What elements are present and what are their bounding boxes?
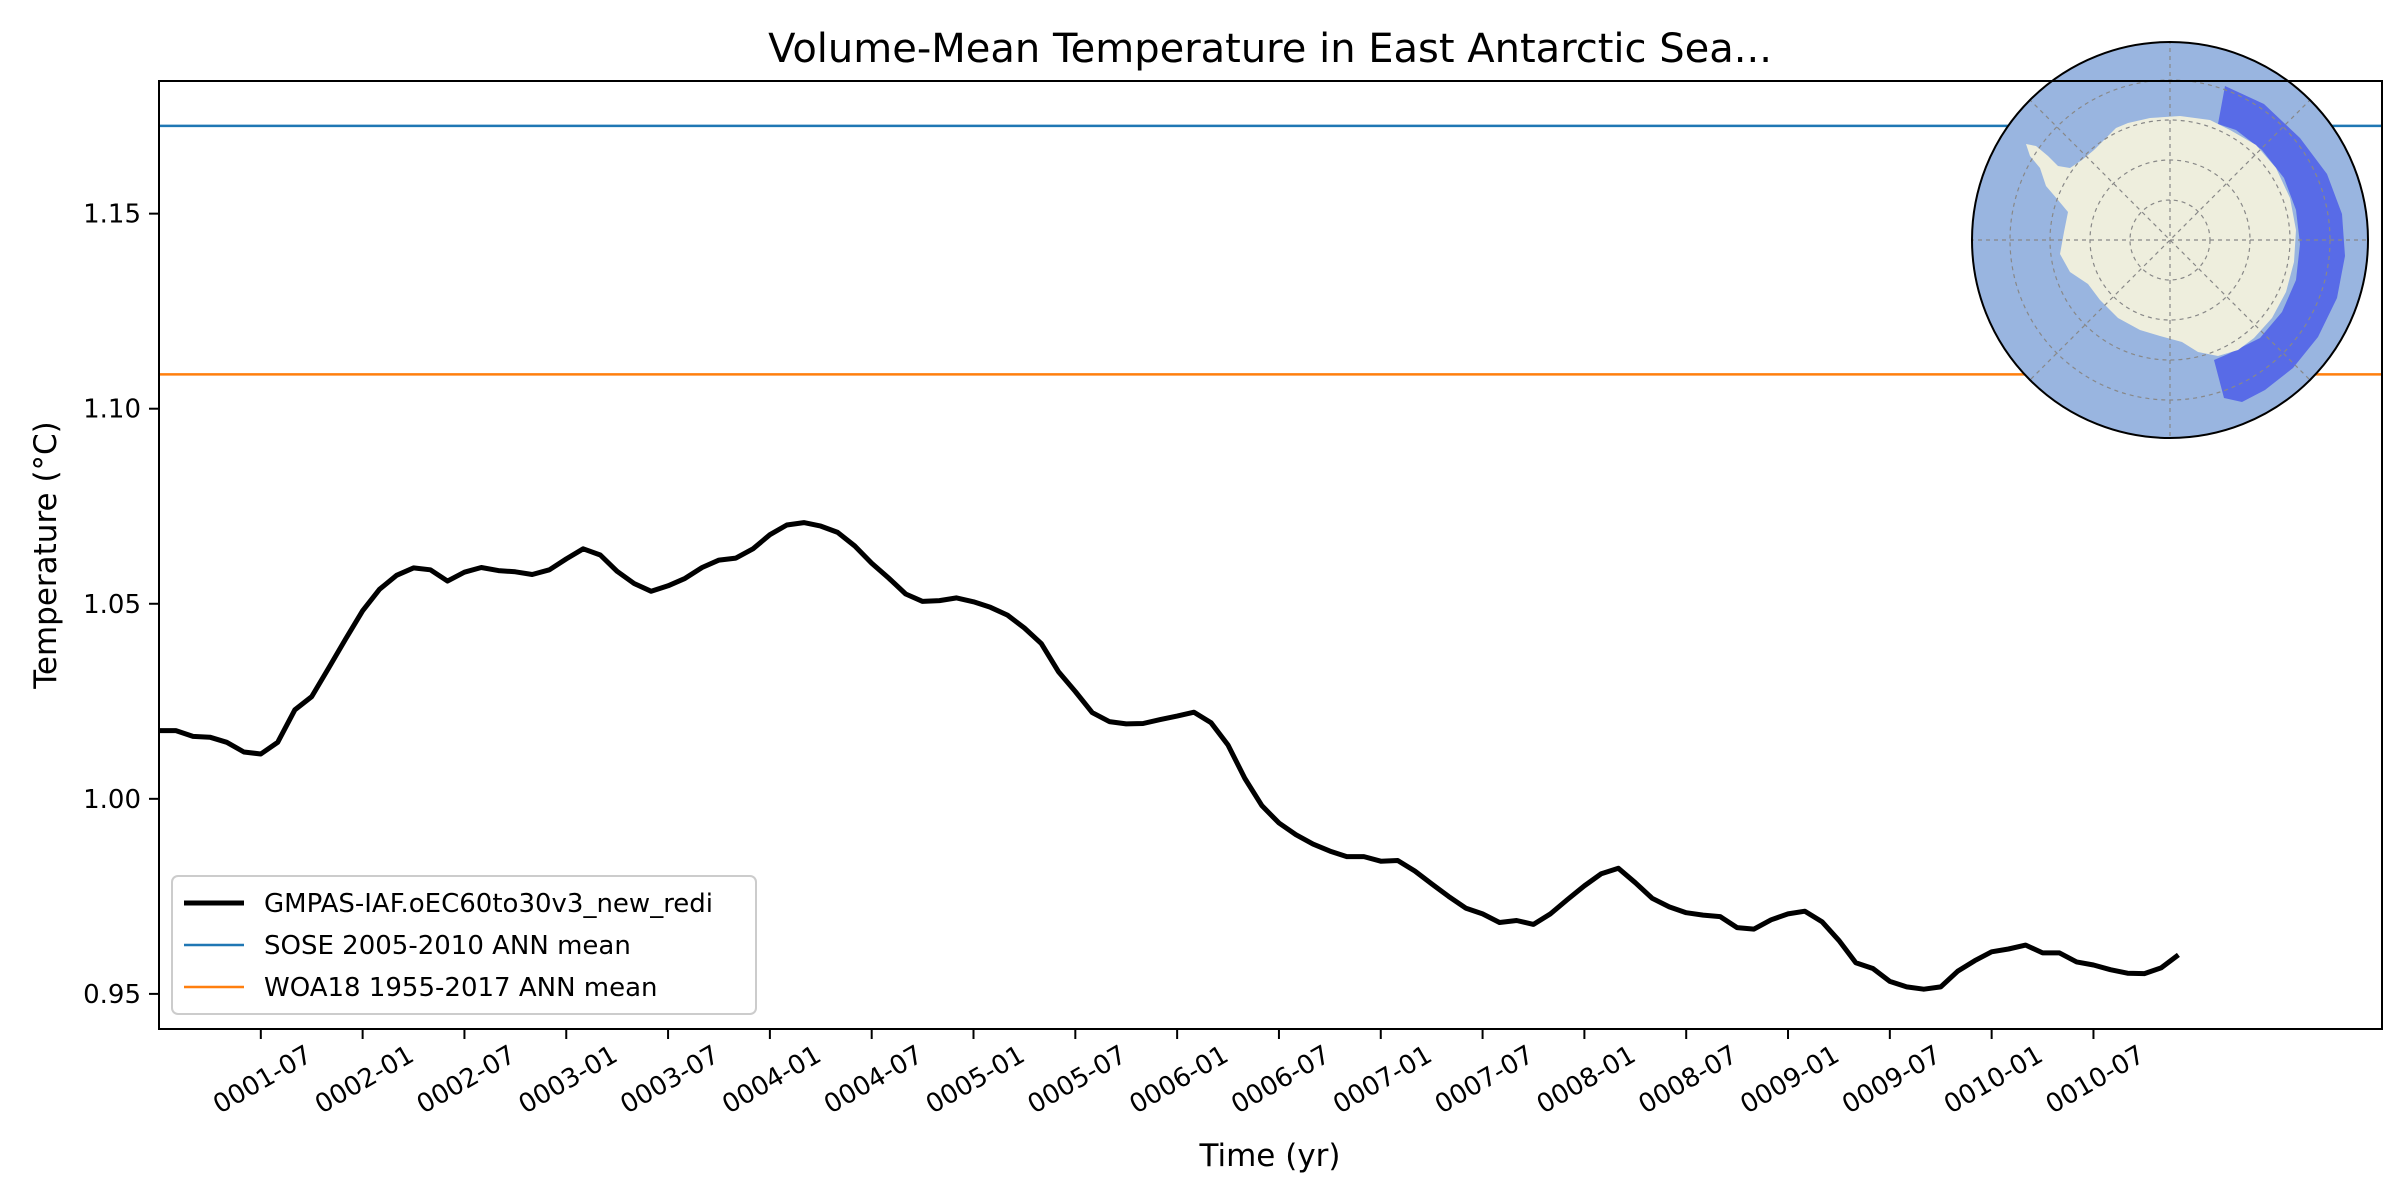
legend-label-model: GMPAS-IAF.oEC60to30v3_new_redi: [264, 889, 713, 919]
x-axis-label: Time (yr): [1199, 1138, 1341, 1174]
y-tick-label: 1.10: [83, 395, 141, 425]
east-antarctic-region: [2214, 86, 2345, 402]
y-tick-label: 1.05: [83, 590, 141, 620]
y-tick-label: 0.95: [83, 980, 141, 1010]
antarctica-inset-map: [1971, 41, 2369, 439]
legend-label-woa: WOA18 1955-2017 ANN mean: [264, 973, 658, 1003]
legend-box: [171, 875, 757, 1015]
inset-border: [1971, 41, 2369, 439]
y-axis-label: Temperature (°C): [28, 421, 64, 690]
antarctica-landmass: [2026, 116, 2296, 356]
y-tick-label: 1.00: [83, 785, 141, 815]
plot-frame: [158, 80, 2383, 1030]
legend-label-sose: SOSE 2005-2010 ANN mean: [264, 931, 631, 961]
inset-graticule: [1972, 42, 2368, 438]
y-tick-label: 1.15: [83, 200, 141, 230]
series-line-model: [159, 520, 2180, 992]
legend: GMPAS-IAF.oEC60to30v3_new_redi SOSE 2005…: [171, 875, 757, 1015]
chart-title: Volume-Mean Temperature in East Antarcti…: [768, 26, 1772, 72]
